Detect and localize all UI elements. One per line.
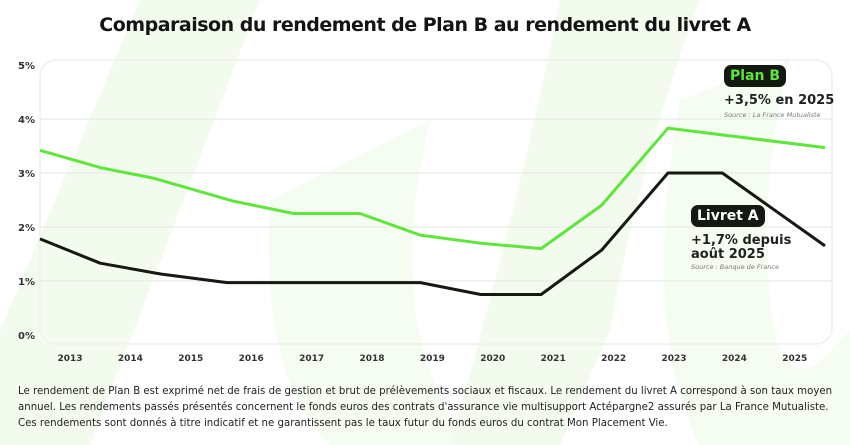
x-tick-label: 2025 [782, 354, 807, 364]
livret-a-yield-label: +1,7% depuis août 2025 [691, 234, 791, 262]
plan-b-yield-label: +3,5% en 2025 [724, 93, 835, 108]
line-chart: 0% 1% 2% 3% 4% 5% 2013 2014 2015 2016 2017 2018 2019… [18, 59, 833, 364]
x-tick-label: 2019 [420, 354, 445, 364]
y-tick-label: 1% [18, 277, 35, 288]
y-tick-label: 0% [18, 331, 35, 342]
y-tick-label: 2% [18, 223, 35, 234]
plan-b-badge: Plan B [724, 65, 787, 87]
x-tick-label: 2020 [480, 354, 505, 364]
livret-a-text-2: août 2025 [691, 247, 765, 262]
x-tick-label: 2018 [359, 354, 384, 364]
plan-b-source: Source : La France Mutualiste [724, 111, 821, 119]
x-tick-label: 2015 [178, 354, 203, 364]
x-tick-label: 2021 [541, 354, 566, 364]
chart-title: Comparaison du rendement de Plan B au re… [99, 14, 751, 36]
series-line-plan-b [39, 126, 826, 251]
x-tick-label: 2016 [239, 354, 264, 364]
y-tick-label: 4% [18, 115, 35, 126]
x-tick-label: 2022 [601, 354, 626, 364]
x-tick-label: 2013 [57, 354, 82, 364]
y-tick-label: 3% [18, 169, 35, 180]
livret-a-badge: Livret A [691, 205, 765, 227]
plot-frame [39, 59, 833, 345]
x-tick-label: 2024 [722, 354, 747, 364]
x-tick-label: 2014 [118, 354, 143, 364]
x-tick-label: 2017 [299, 354, 324, 364]
livret-a-source: Source : Banque de France [691, 263, 779, 271]
x-tick-label: 2023 [661, 354, 686, 364]
footnote: Le rendement de Plan B est exprimé net d… [18, 386, 833, 429]
y-tick-label: 5% [18, 61, 35, 72]
livret-a-text-1: +1,7% depuis [691, 233, 792, 248]
